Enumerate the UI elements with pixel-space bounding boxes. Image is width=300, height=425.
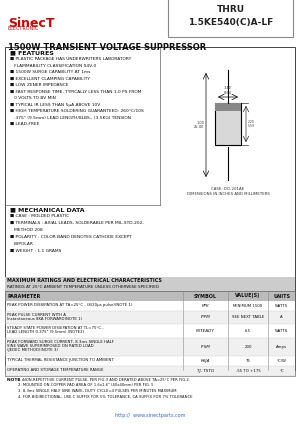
Text: RθJA: RθJA: [201, 359, 210, 363]
Text: PPK: PPK: [202, 304, 209, 308]
Text: SYMBOL: SYMBOL: [194, 294, 217, 298]
Text: 1.00
25.40: 1.00 25.40: [194, 121, 204, 129]
Text: SEE NEXT TABLE: SEE NEXT TABLE: [232, 315, 264, 320]
Bar: [5, 47, 295, 370]
Text: .375" (9.5mm) LEAD LENGTH/8LBS., (3.5KG) TENSION: .375" (9.5mm) LEAD LENGTH/8LBS., (3.5KG)…: [10, 116, 131, 119]
Text: PEAK FORWARD SURGE CURRENT, 8.3ms SINGLE HALF: PEAK FORWARD SURGE CURRENT, 8.3ms SINGLE…: [7, 340, 114, 344]
Text: http://  www.sinectparts.com: http:// www.sinectparts.com: [115, 413, 185, 418]
Text: ■ FEATURES: ■ FEATURES: [10, 50, 54, 55]
Text: °C: °C: [279, 369, 284, 373]
Text: .220
5.59: .220 5.59: [248, 120, 255, 128]
Text: PEAK PULSE CURRENT WITH A: PEAK PULSE CURRENT WITH A: [7, 313, 66, 317]
Text: IFSM: IFSM: [201, 345, 210, 349]
Text: ■ TYPICAL IR LESS THAN 5μA ABOVE 10V: ■ TYPICAL IR LESS THAN 5μA ABOVE 10V: [10, 102, 100, 107]
Text: ■ EXCELLENT CLAMPING CAPABILITY: ■ EXCELLENT CLAMPING CAPABILITY: [10, 76, 90, 80]
Text: 1.5KE6.8(C)-LF
THRU
1.5KE540(C)A-LF: 1.5KE6.8(C)-LF THRU 1.5KE540(C)A-LF: [188, 0, 273, 27]
Bar: [5, 291, 295, 376]
Text: 200: 200: [244, 345, 252, 349]
Text: VALUE(S): VALUE(S): [236, 294, 261, 298]
Bar: [5, 338, 295, 356]
Bar: [168, 0, 293, 37]
Text: ■ PLASTIC PACKAGE HAS UNDERWRITERS LABORATORY: ■ PLASTIC PACKAGE HAS UNDERWRITERS LABOR…: [10, 57, 131, 61]
Bar: [5, 277, 295, 291]
Text: ■ 1500W SURGE CAPABILITY AT 1ms: ■ 1500W SURGE CAPABILITY AT 1ms: [10, 70, 90, 74]
Text: ■ POLARITY : COLOR BAND DENOTES CATHODE EXCEPT: ■ POLARITY : COLOR BAND DENOTES CATHODE …: [10, 235, 132, 239]
Text: (JEDEC METHOD)(NOTE 3): (JEDEC METHOD)(NOTE 3): [7, 348, 58, 352]
Text: Amps: Amps: [276, 345, 287, 349]
Text: STEADY STATE POWER DISSIPATION AT TL=75°C ,: STEADY STATE POWER DISSIPATION AT TL=75°…: [7, 326, 103, 330]
Text: Instantaneous 8KA FORWARD(NOTE 1): Instantaneous 8KA FORWARD(NOTE 1): [7, 317, 82, 321]
Text: IPPM: IPPM: [201, 315, 210, 320]
Text: LEAD LENGTH 0.375" (9.5mm) (NOTE2): LEAD LENGTH 0.375" (9.5mm) (NOTE2): [7, 330, 84, 334]
Text: MAXIMUM RATINGS AND ELECTRICAL CHARACTERISTICS: MAXIMUM RATINGS AND ELECTRICAL CHARACTER…: [7, 278, 162, 283]
Text: CASE: DO-201AE
DIMENSIONS IN INCHES AND MILLIMETERS: CASE: DO-201AE DIMENSIONS IN INCHES AND …: [187, 187, 269, 196]
Text: UNITS: UNITS: [273, 294, 290, 298]
Text: NOTE :: NOTE :: [7, 378, 24, 382]
Text: 6.5: 6.5: [245, 329, 251, 333]
Text: 2. MOUNTED ON COPPER PAD AREA OF 1.6x1.6" (40x40mm) PER FIG. 5: 2. MOUNTED ON COPPER PAD AREA OF 1.6x1.6…: [18, 383, 154, 388]
Text: ■ TERMINALS : AXIAL LEADS, SOLDERABLE PER MIL-STD-202,: ■ TERMINALS : AXIAL LEADS, SOLDERABLE PE…: [10, 221, 144, 225]
Text: 1. NON-REPETITIVE CURRENT PULSE, PER FIG.3 AND DERATED ABOVE TA=25°C PER FIG.2.: 1. NON-REPETITIVE CURRENT PULSE, PER FIG…: [18, 378, 190, 382]
Text: 1500W TRANSIENT VOLTAGE SUPPRESSOR: 1500W TRANSIENT VOLTAGE SUPPRESSOR: [8, 43, 206, 52]
Text: 4. FOR BIDIRECTIONAL, USE C SUFFIX FOR 5% TOLERANCE, CA SUFFIX FOR 7% TOLERANCE: 4. FOR BIDIRECTIONAL, USE C SUFFIX FOR 5…: [18, 394, 193, 399]
Text: PSTEADY: PSTEADY: [196, 329, 215, 333]
Text: TJ, TSTG: TJ, TSTG: [197, 369, 214, 373]
Text: -55 TO +175: -55 TO +175: [236, 369, 260, 373]
Text: ELECTRONIC: ELECTRONIC: [8, 26, 39, 31]
Text: ■ HIGH TEMPERATURE SOLDERING GUARANTEED: 260°C/10S: ■ HIGH TEMPERATURE SOLDERING GUARANTEED:…: [10, 109, 144, 113]
Text: ■ WEIGHT : 1.1 GRAMS: ■ WEIGHT : 1.1 GRAMS: [10, 249, 61, 253]
Text: WATTS: WATTS: [275, 304, 288, 308]
Text: ■ FAST RESPONSE TIME, TYPICALLY LESS THAN 1.0 PS FROM: ■ FAST RESPONSE TIME, TYPICALLY LESS THA…: [10, 90, 142, 94]
Text: ■ CASE : MOLDED PLASTIC: ■ CASE : MOLDED PLASTIC: [10, 214, 69, 218]
Bar: [5, 291, 295, 301]
Text: WATTS: WATTS: [275, 329, 288, 333]
Bar: [215, 103, 241, 111]
Bar: [5, 366, 295, 376]
Text: °C/W: °C/W: [277, 359, 286, 363]
Text: A: A: [280, 315, 283, 320]
Text: FLAMMABILITY CLASSIFICATION 94V-0: FLAMMABILITY CLASSIFICATION 94V-0: [10, 63, 96, 68]
Text: ■ LEAD-FREE: ■ LEAD-FREE: [10, 122, 40, 126]
Text: 75: 75: [246, 359, 250, 363]
Text: PEAK POWER DISSIPATION AT TA=25°C , (8/20μs pulse)(NOTE 1): PEAK POWER DISSIPATION AT TA=25°C , (8/2…: [7, 303, 133, 307]
Bar: [215, 103, 241, 145]
Text: MINIMUM 1500: MINIMUM 1500: [233, 304, 262, 308]
Text: RATINGS AT 25°C AMBIENT TEMPERATURE UNLESS OTHERWISE SPECIFIED: RATINGS AT 25°C AMBIENT TEMPERATURE UNLE…: [7, 285, 159, 289]
Text: .340
8.64: .340 8.64: [224, 86, 232, 95]
Text: SinecT: SinecT: [8, 17, 55, 30]
Text: 0 VOLTS TO BV MIN: 0 VOLTS TO BV MIN: [10, 96, 56, 100]
Text: TYPICAL THERMAL RESISTANCE JUNCTION TO AMBIENT: TYPICAL THERMAL RESISTANCE JUNCTION TO A…: [7, 358, 114, 362]
Text: PARAMETER: PARAMETER: [7, 294, 40, 298]
Text: OPERATING AND STORAGE TEMPERATURE RANGE: OPERATING AND STORAGE TEMPERATURE RANGE: [7, 368, 103, 372]
Bar: [5, 311, 295, 324]
Text: ■ MECHANICAL DATA: ■ MECHANICAL DATA: [10, 207, 85, 212]
Text: METHOD 208: METHOD 208: [10, 228, 43, 232]
Text: 3. 8.3ms SINGLE HALF SINE WAVE, DUTY CYCLE=4 PULSES PER MINUTES MAXIMUM: 3. 8.3ms SINGLE HALF SINE WAVE, DUTY CYC…: [18, 389, 176, 393]
Text: BIPOLAR: BIPOLAR: [10, 242, 33, 246]
Text: ■ LOW ZENER IMPEDANCE: ■ LOW ZENER IMPEDANCE: [10, 83, 68, 87]
Text: SINE WAVE SUPERIMPOSED ON RATED LOAD: SINE WAVE SUPERIMPOSED ON RATED LOAD: [7, 344, 94, 348]
